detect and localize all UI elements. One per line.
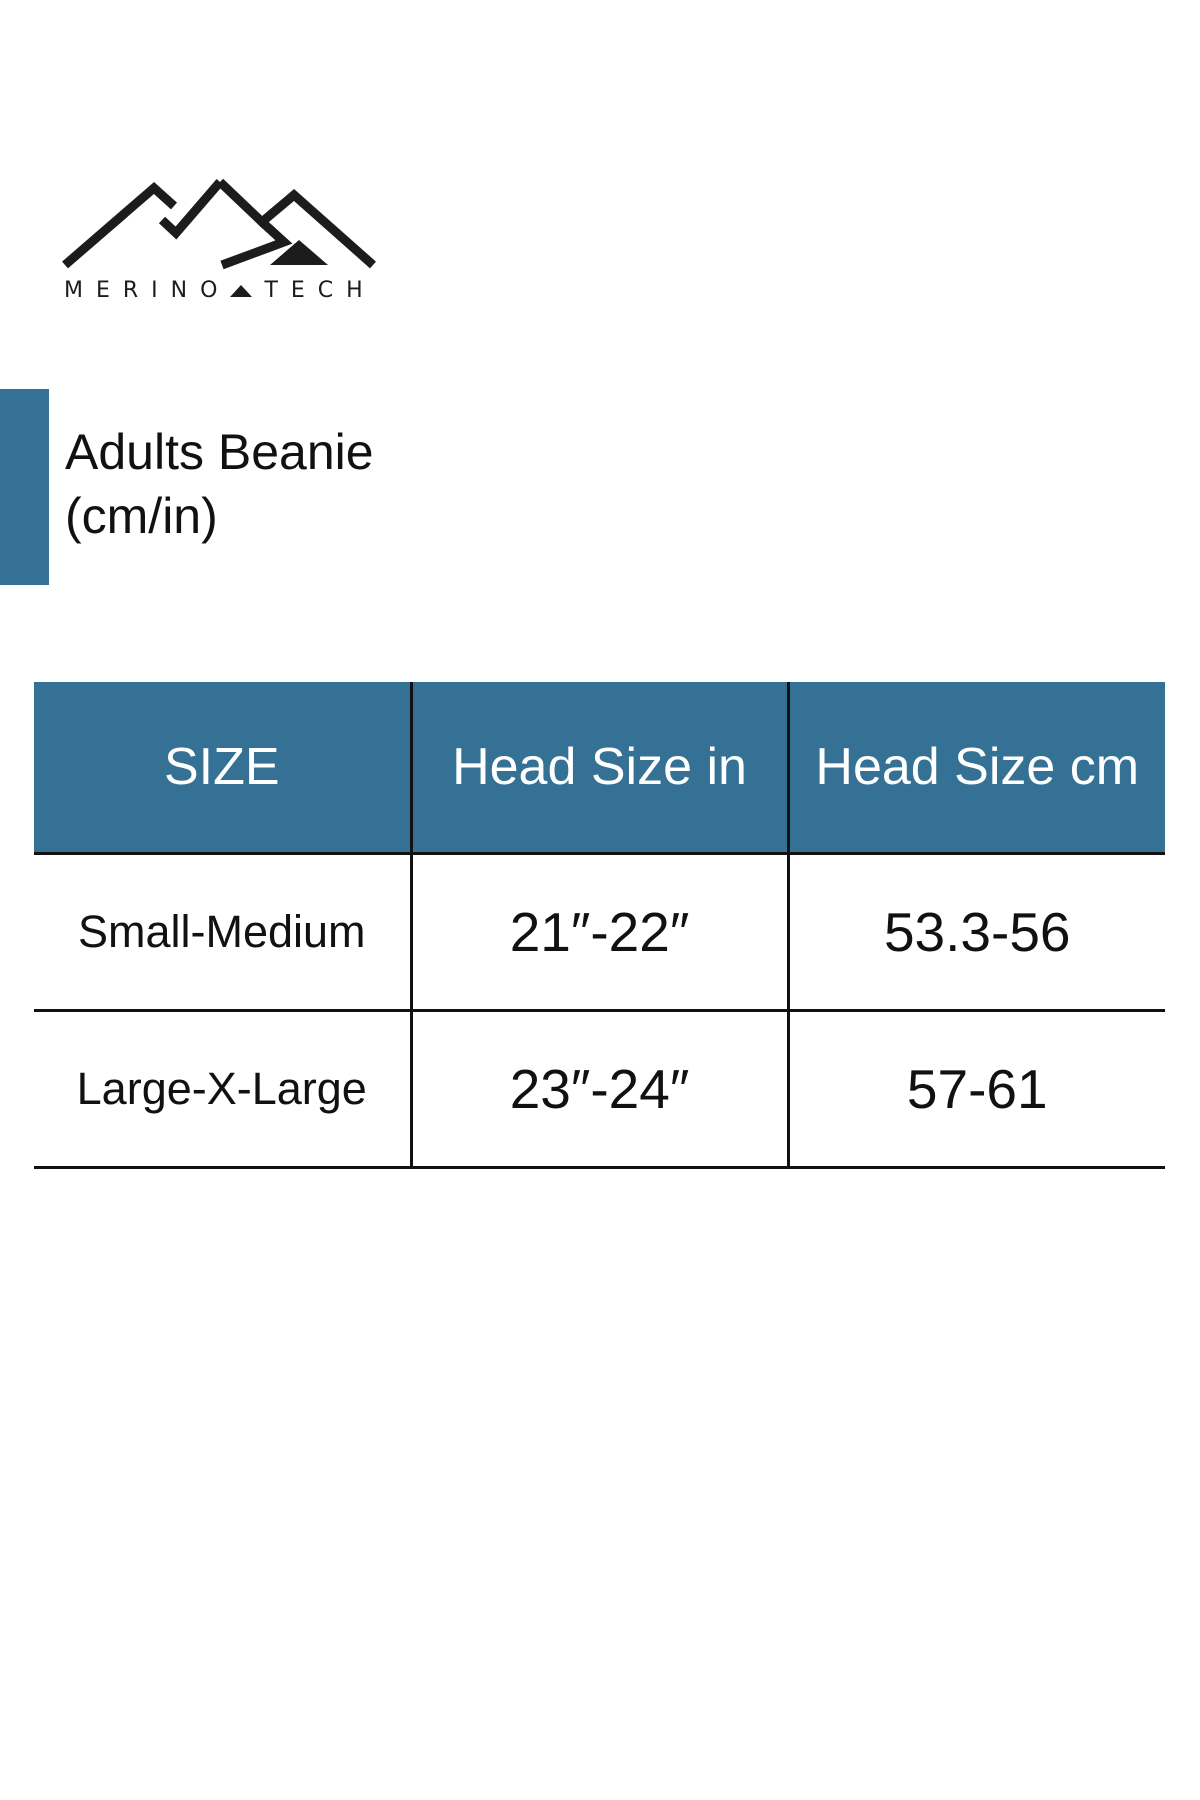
size-chart-table: SIZE Head Size in Head Size cm Small-Med…	[34, 682, 1165, 1169]
mountain-logo-icon	[62, 178, 376, 270]
table-row: Large-X-Large 23″-24″ 57-61	[34, 1010, 1165, 1169]
page-title: Adults Beanie (cm/in)	[65, 420, 374, 548]
title-line-1: Adults Beanie	[65, 424, 374, 480]
header-size: SIZE	[34, 682, 413, 855]
cell-head-size-in: 21″-22″	[411, 853, 790, 1012]
cell-head-size-cm: 57-61	[788, 1010, 1165, 1169]
merino-tech-logo: MERINO TECH	[62, 160, 378, 305]
cell-size: Small-Medium	[34, 853, 413, 1012]
cell-head-size-in: 23″-24″	[411, 1010, 790, 1169]
cell-size: Large-X-Large	[34, 1010, 413, 1169]
title-line-2: (cm/in)	[65, 488, 218, 544]
logo-wordmark: MERINO TECH	[64, 278, 376, 303]
accent-bar	[0, 389, 49, 585]
table-row: Small-Medium 21″-22″ 53.3-56	[34, 853, 1165, 1012]
header-head-size-cm: Head Size cm	[788, 682, 1165, 855]
header-head-size-in: Head Size in	[411, 682, 790, 855]
table-header-row: SIZE Head Size in Head Size cm	[34, 682, 1165, 855]
cell-head-size-cm: 53.3-56	[788, 853, 1165, 1012]
